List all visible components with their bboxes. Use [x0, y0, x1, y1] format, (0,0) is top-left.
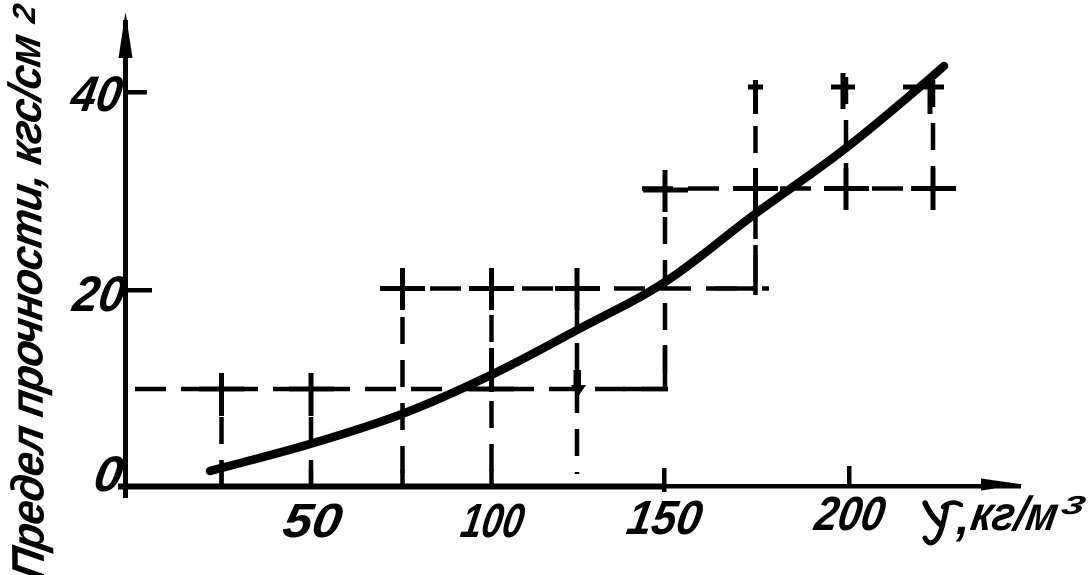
svg-text:100: 100 [457, 494, 529, 548]
svg-text:2: 2 [6, 1, 42, 26]
svg-text:0: 0 [90, 445, 128, 502]
svg-text:40: 40 [66, 65, 127, 122]
svg-text:50: 50 [279, 494, 347, 548]
svg-text:кг/м: кг/м [967, 487, 1062, 541]
svg-text:Предел прочности, кгс/см: Предел прочности, кгс/см [0, 30, 54, 575]
svg-text:3: 3 [1058, 491, 1088, 520]
svg-text:20: 20 [68, 265, 130, 322]
svg-text:200: 200 [810, 487, 889, 541]
svg-text:,: , [955, 492, 969, 545]
svg-text:150: 150 [623, 491, 707, 545]
